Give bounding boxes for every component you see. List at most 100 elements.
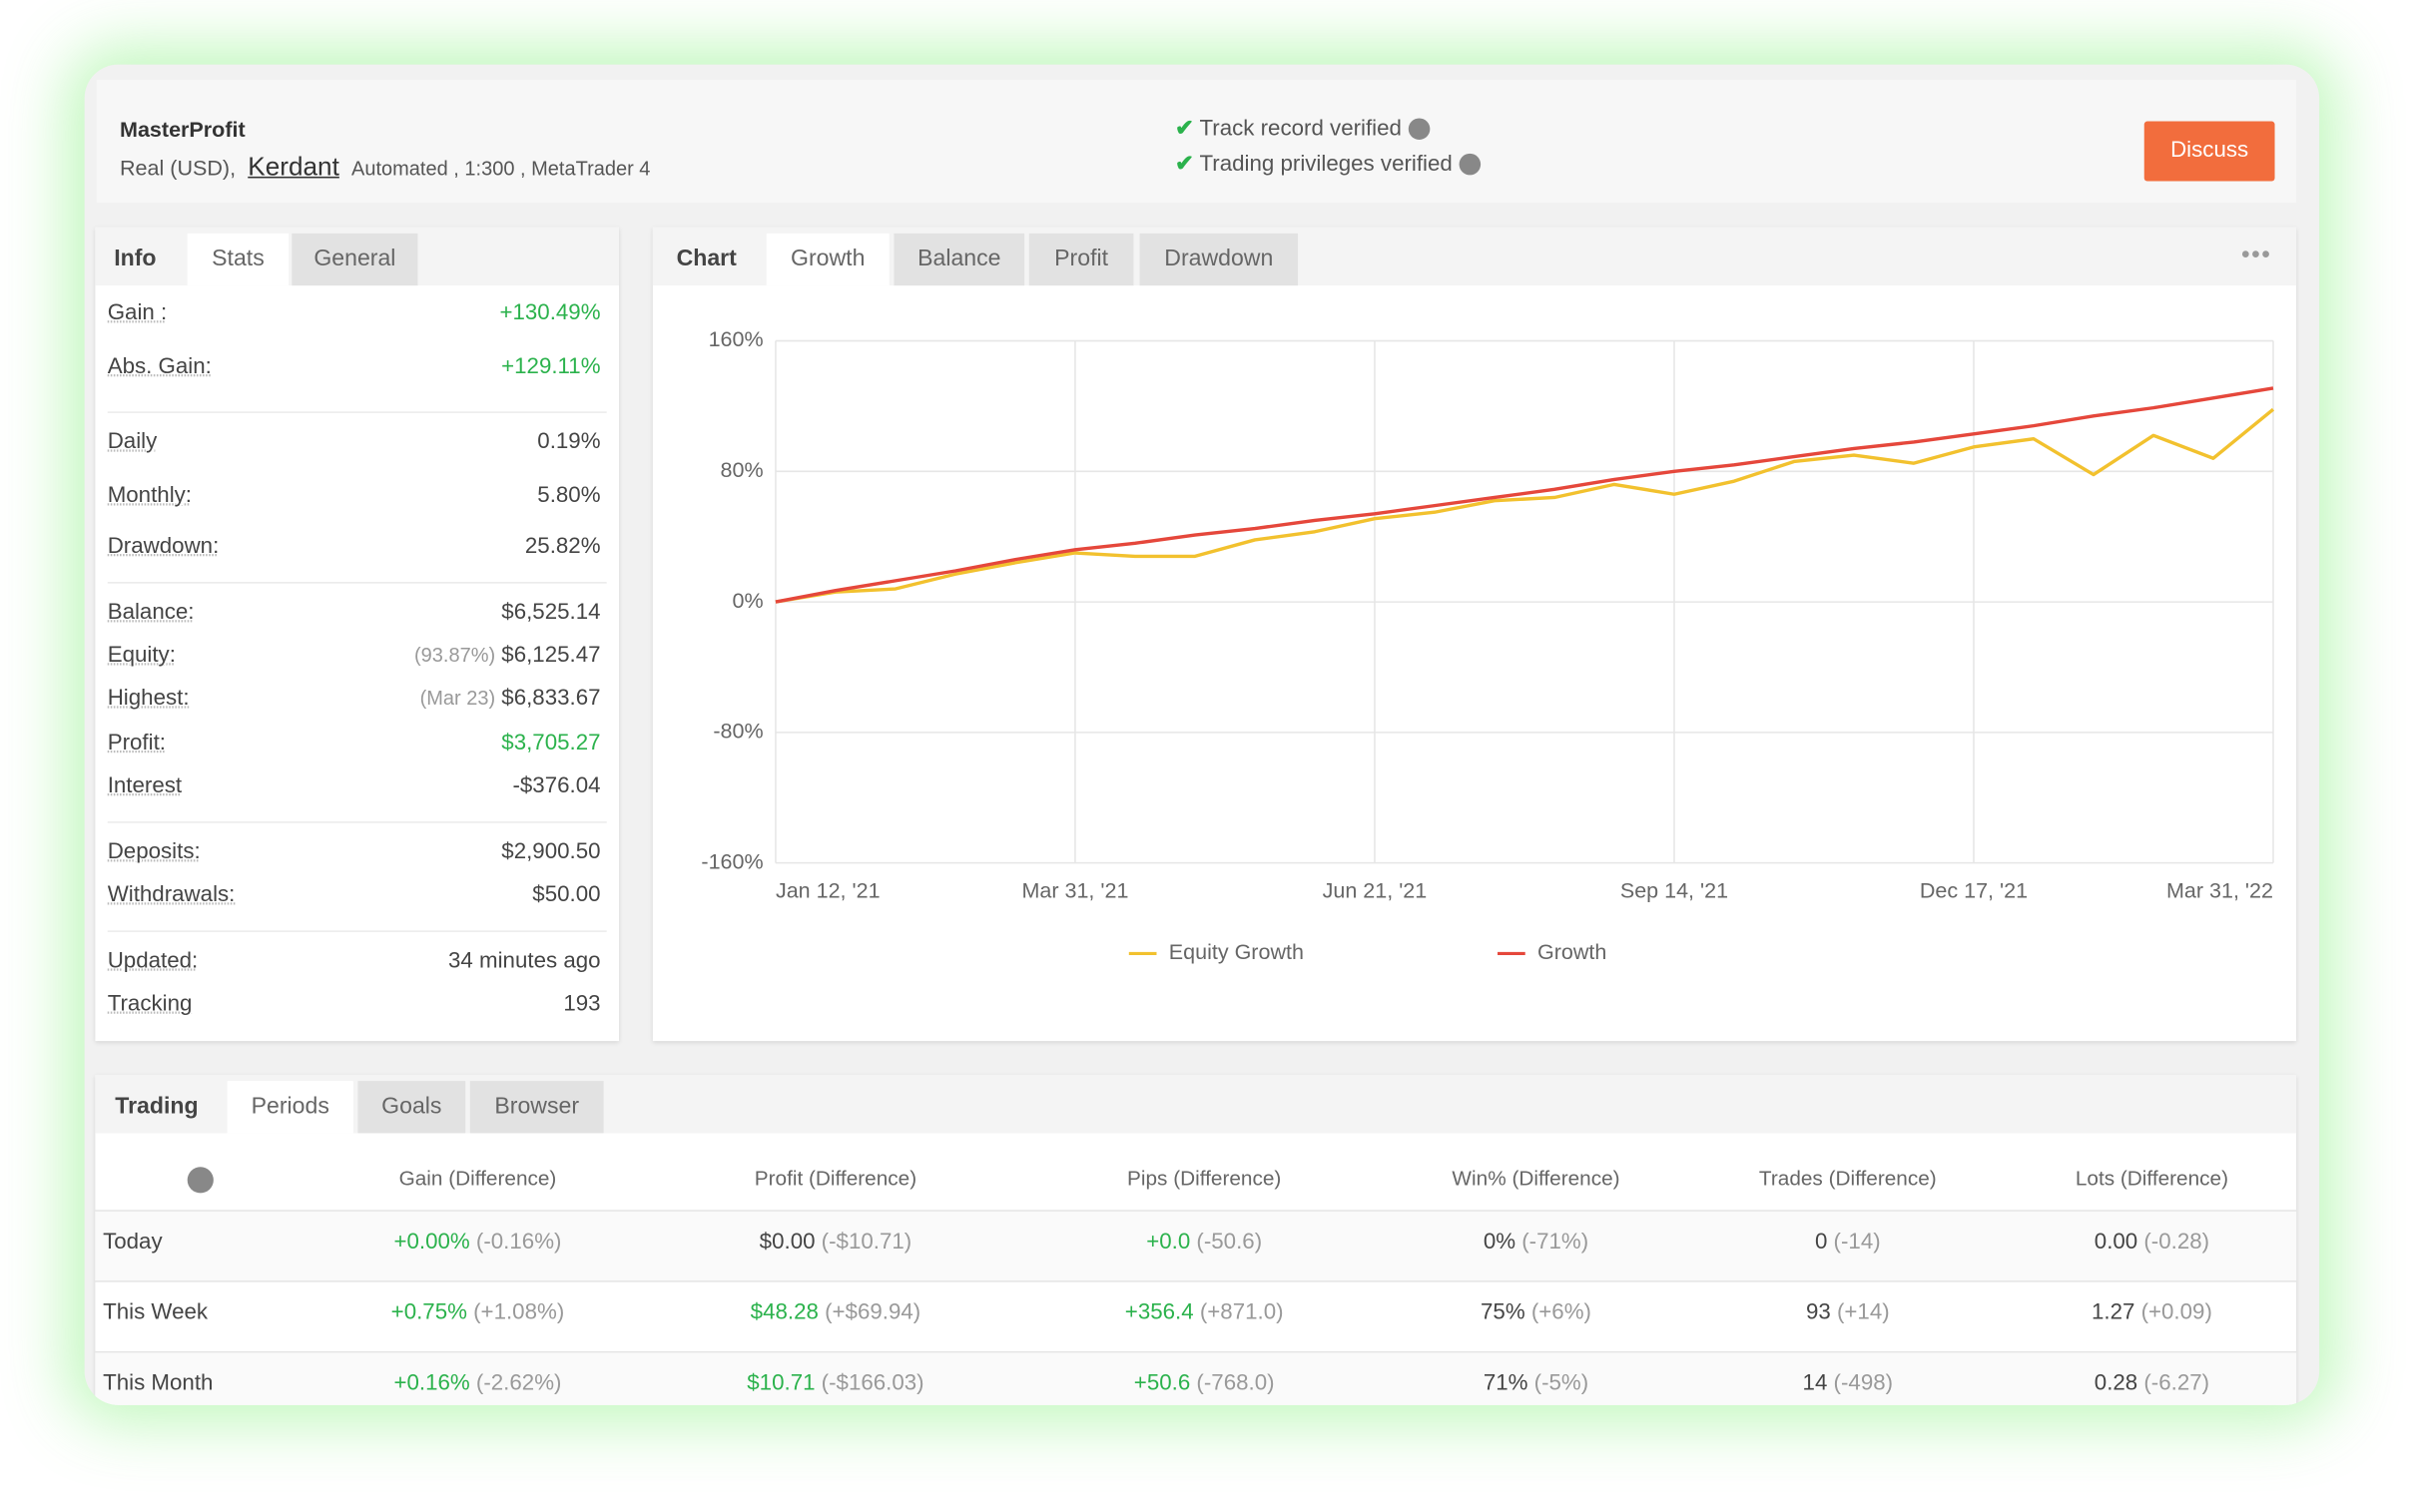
tab[interactable]: General [292,233,418,286]
tab[interactable]: Trading [115,1093,199,1120]
verified-2: ✔ Trading privileges verified [1175,152,1481,177]
account-card: MasterProfit Real (USD), Kerdant Automat… [84,64,2320,1405]
row-label: This Month [103,1370,214,1396]
cell-value: 0 [1814,1230,1828,1255]
table-cell: +0.16% (-2.62%) [393,1371,561,1396]
stat-value-group: -$376.04 [512,769,600,803]
stat-value-group: 193 [563,987,600,1021]
stat-label: Deposits: [107,839,201,865]
stat-value: 25.82% [524,534,601,560]
stat-row: Drawdown: 25.82% [108,530,601,564]
tab[interactable]: Drawdown [1139,233,1299,286]
tab[interactable]: Info [114,246,157,272]
table-cell: 75% (+6%) [1481,1300,1591,1325]
verified-text: Trading privileges verified [1199,152,1453,177]
stat-value: $2,900.50 [501,839,601,865]
discuss-button[interactable]: Discuss [2143,121,2275,182]
cell-diff: (-0.16%) [475,1230,562,1255]
verified-text: Track record verified [1199,116,1402,142]
broker-link[interactable]: Kerdant [248,152,339,182]
cell-value: +0.75% [390,1300,467,1325]
stat-label: Tracking [107,991,193,1017]
info-icon[interactable] [187,1167,214,1194]
y-tick-label: 0% [733,589,764,613]
cell-diff: (-71%) [1521,1230,1589,1255]
account-details: Automated , 1:300 , MetaTrader 4 [351,156,651,181]
y-tick-label: -160% [701,849,763,873]
tab-row: Info Stats General [95,227,620,286]
tab[interactable]: Stats [187,233,290,286]
cell-value: 71% [1483,1370,1528,1396]
x-tick-label: Dec 17, '21 [1920,879,2028,903]
stat-value: $6,125.47 [501,643,601,669]
table-cell: +50.6 (-768.0) [1134,1371,1275,1396]
stat-value: $50.00 [532,882,601,908]
row-stripe [95,1211,2297,1281]
cell-diff: (+871.0) [1199,1300,1284,1325]
stat-value: $6,525.14 [501,600,601,626]
x-tick-label: Jan 12, '21 [776,879,881,903]
cell-diff: (-14) [1833,1230,1881,1255]
x-tick-label: Mar 31, '22 [2166,879,2273,903]
stat-row: Gain : +130.49% [108,296,601,330]
tab[interactable]: Browser [469,1081,604,1134]
stat-value-group: 25.82% [525,530,601,564]
cell-value: 1.27 [2091,1300,2135,1325]
menu-icon[interactable]: ••• [2240,243,2272,269]
stat-value: $3,705.27 [501,731,601,756]
stat-value: -$376.04 [512,773,601,799]
stat-value-group: 5.80% [537,479,600,513]
cell-value: 14 [1802,1370,1828,1396]
cell-diff: (-0.28) [2143,1230,2210,1255]
stat-value-group: $2,900.50 [501,835,600,869]
stat-value: 34 minutes ago [448,948,601,974]
stat-row: Profit: $3,705.27 [108,727,601,760]
info-icon[interactable] [1459,154,1481,176]
stat-label: Highest: [107,686,190,712]
y-tick-label: -80% [713,720,763,744]
chart-panel: Chart Growth Balance Profit Drawdown ••• [652,227,2297,1042]
tab[interactable]: Goals [357,1081,466,1134]
column-header: Trades (Difference) [1758,1167,1937,1191]
stat-label: Balance: [107,600,195,626]
table-cell: 14 (-498) [1803,1371,1894,1396]
legend-label: Growth [1537,940,1606,964]
tab[interactable]: Balance [894,233,1025,286]
stat-value: +130.49% [499,300,601,326]
header-bar: MasterProfit Real (USD), Kerdant Automat… [96,80,2297,204]
table-cell: $0.00 (-$10.71) [760,1230,912,1255]
cell-diff: (-768.0) [1196,1370,1275,1396]
stat-row: Interest -$376.04 [108,769,601,803]
tab-row: Trading Periods Goals Browser [95,1074,2297,1134]
separator [107,582,607,584]
check-icon: ✔ [1174,152,1194,177]
x-tick-label: Jun 21, '21 [1323,879,1428,903]
row-separator [95,1280,2297,1282]
stat-value-group: $50.00 [532,878,600,912]
cell-value: 93 [1805,1300,1831,1325]
stat-row: Updated: 34 minutes ago [108,944,601,978]
table-cell: +356.4 (+871.0) [1125,1300,1284,1325]
tab[interactable]: Chart [676,246,737,272]
cell-diff: (+0.09) [2140,1300,2212,1325]
row-label: Today [103,1230,163,1255]
series-line [775,407,2275,604]
stat-value-group: (93.87%) $6,125.47 [414,639,601,673]
stat-label: Abs. Gain: [107,354,212,380]
cell-diff: (-498) [1833,1370,1894,1396]
cell-diff: (-6.27) [2143,1370,2210,1396]
info-icon[interactable] [1408,118,1430,141]
stat-label: Interest [107,773,183,799]
column-header: Pips (Difference) [1127,1167,1282,1191]
cell-value: +0.00% [393,1230,470,1255]
stat-label: Drawdown: [107,534,220,560]
tab[interactable]: Periods [227,1081,353,1134]
stat-label: Monthly: [107,483,193,509]
table-cell: 71% (-5%) [1484,1371,1588,1396]
tab[interactable]: Profit [1028,233,1134,286]
cell-value: +0.0 [1146,1230,1191,1255]
table-cell: 0.28 (-6.27) [2095,1371,2209,1396]
tab[interactable]: Growth [766,233,890,286]
